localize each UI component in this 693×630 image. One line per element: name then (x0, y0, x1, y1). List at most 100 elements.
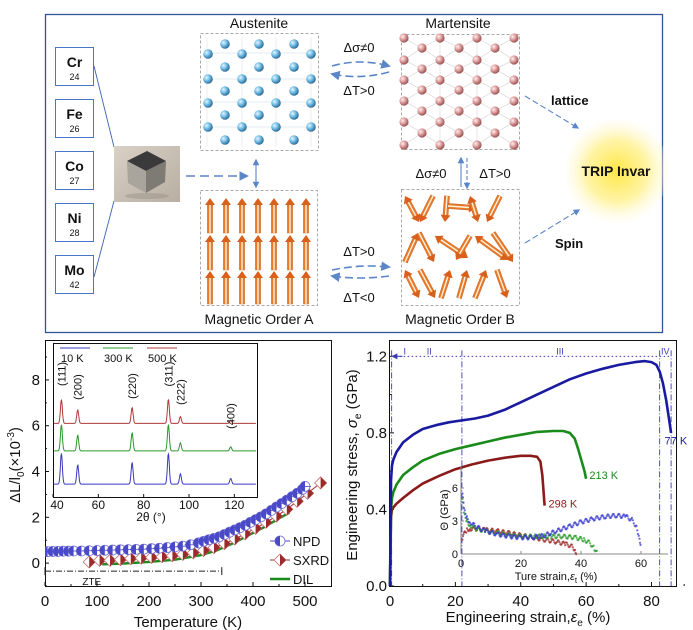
spin-arrow (490, 231, 514, 262)
curve-label: 77 K (665, 435, 688, 447)
theta-point (636, 529, 639, 532)
martensite-atom (417, 128, 427, 138)
spin-highlight (474, 276, 485, 299)
austenite-atom (237, 98, 247, 108)
spin-head (269, 271, 279, 278)
theta-point (468, 521, 472, 524)
theta-point (516, 537, 519, 540)
theta-point (573, 548, 577, 552)
theta-point (630, 516, 634, 520)
martensite-atom (472, 96, 482, 106)
inset-x-tick-label: 80 (137, 498, 151, 512)
spin-arrow (253, 271, 263, 305)
npd-point (153, 542, 166, 554)
y-tick-label: 0 (32, 555, 40, 572)
theta-point (623, 513, 626, 516)
austenite-atom (254, 62, 264, 72)
austenite-atom (289, 62, 299, 72)
theta-point (563, 526, 566, 529)
theta-point (582, 537, 586, 540)
spin-arrow (285, 271, 295, 305)
inset-y-axis-label: Θ (GPa) (439, 490, 451, 531)
martensite-atom (417, 43, 427, 53)
martensite-atom (490, 106, 500, 116)
spin-head (253, 271, 263, 278)
y-axis-label: ΔL/l0(×10-3) (6, 427, 27, 503)
theta-point (547, 538, 550, 541)
spin-head (499, 289, 510, 298)
spin-arrow (301, 235, 311, 271)
martensite-atom (472, 33, 482, 43)
x-tick-label: 0 (386, 593, 394, 610)
spin-head (455, 251, 464, 260)
theta-point (639, 543, 642, 547)
austenite-atom (203, 98, 213, 108)
sxrd-point (145, 550, 159, 564)
theta-point (626, 515, 629, 518)
npd-point (161, 542, 174, 553)
spin-highlight (447, 205, 470, 209)
spin-head (440, 214, 451, 222)
spin-head (411, 213, 421, 222)
spin-head (221, 271, 231, 278)
theta-point (466, 518, 469, 521)
magnetic-order-a-label: Magnetic Order A (205, 311, 315, 327)
y-tick-label: 4 (32, 464, 40, 481)
martensite-atom (435, 55, 445, 65)
theta-point (604, 516, 608, 520)
xrd-inset: 10 K 300 K 500 K (111) (200) (220) (311)(222)… (50, 343, 258, 524)
svg-text:ΔL/l0(×10-3): ΔL/l0(×10-3) (6, 427, 27, 503)
spin-highlight (496, 269, 506, 292)
inset-frame (53, 343, 258, 498)
spin-highlight (489, 195, 501, 217)
element-symbol: Fe (66, 106, 83, 122)
theta-point (553, 534, 556, 537)
spin-head (205, 271, 215, 278)
spin-head (478, 270, 489, 279)
martensite-atom (472, 55, 482, 65)
spin-highlight (407, 201, 417, 217)
y-tick-label: 8 (32, 372, 40, 389)
theta-point (572, 524, 575, 527)
magnetic-order-b-frame (401, 189, 520, 306)
theta-point (577, 522, 580, 525)
element-box-frame (55, 255, 94, 294)
spin-head (253, 198, 263, 205)
inset-x-tick-label: 100 (179, 498, 199, 512)
theta-point (571, 526, 574, 529)
martensite-atom (399, 140, 409, 150)
theta-point (558, 534, 561, 537)
theta-point (588, 539, 591, 542)
y-tick-label: 0.0 (366, 578, 387, 595)
theta-point (597, 516, 600, 519)
theta-point (465, 531, 468, 534)
peak-label: (111) (56, 362, 68, 386)
theta-point (564, 544, 567, 547)
martensite-atom (435, 140, 445, 150)
martensite-atom (472, 140, 482, 150)
spin-head (237, 271, 247, 278)
x-axis-label: Engineering strain,εe (%) (446, 609, 611, 629)
austenite-atom (306, 98, 316, 108)
plot-frame (45, 340, 332, 587)
austenite-atom (271, 98, 281, 108)
x-axis-label: Temperature (K) (134, 614, 242, 630)
spin-arrow (301, 271, 311, 305)
theta-point (463, 509, 466, 512)
inset-x-tick-label: 40 (575, 558, 587, 570)
spin-arrow (237, 198, 247, 234)
sxrd-point (93, 553, 107, 567)
theta-point (550, 535, 554, 538)
theta-point (570, 543, 574, 546)
martensite-atom (417, 64, 427, 74)
theta-point (549, 532, 553, 536)
spin-head (285, 198, 295, 205)
austenite-atom (289, 86, 299, 96)
theta-point (566, 543, 569, 546)
peak-label: (311) (163, 362, 175, 387)
martensite-atom (417, 106, 427, 116)
martensite-atom (490, 64, 500, 74)
martensite-atom (454, 106, 464, 116)
element-box-frame (55, 47, 94, 86)
bottom-arrow-lower-label: ΔT<0 (343, 290, 374, 305)
